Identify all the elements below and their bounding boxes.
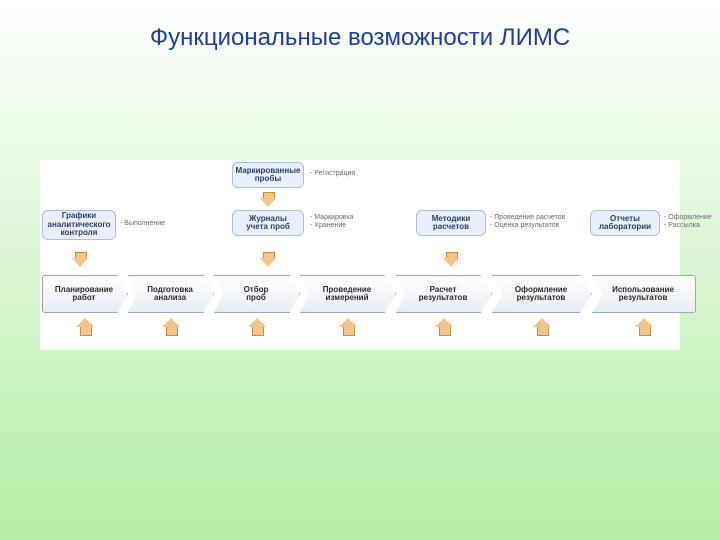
proc-use: Использованиерезультатов	[592, 275, 696, 313]
feeder-control-charts: Графикианалитическогоконтроля	[42, 210, 116, 240]
feeder-calc-methods: Методикирасчетов	[416, 210, 486, 236]
proc-use-up-arrow	[635, 318, 653, 336]
proc-planning: Планированиеработ	[42, 275, 128, 313]
proc-calc: Расчетрезультатов	[396, 275, 492, 313]
proc-prep-up-arrow	[162, 318, 180, 336]
proc-format-up-arrow	[533, 318, 551, 336]
proc-planning-up-arrow	[76, 318, 94, 336]
feeder-lab-reports: Отчетылаборатории	[590, 210, 660, 236]
feeder-marked-samples-note: - Регистрация	[310, 170, 355, 178]
page-title: Функциональные возможности ЛИМС	[0, 24, 720, 52]
flowchart: Маркированныепробы - Регистрация Графикиан…	[40, 160, 680, 350]
feeder-sample-logs: Журналыучета проб	[232, 210, 304, 236]
proc-sampling-up-arrow	[248, 318, 266, 336]
feeder-sample-logs-note: - Маркировка - Хранение	[310, 214, 354, 230]
feeder-lab-reports-note: - Оформление - Рассылка	[664, 214, 712, 230]
feeder-calc-methods-note: - Проведение расчетов - Оценка результат…	[490, 214, 565, 230]
proc-measure-up-arrow	[339, 318, 357, 336]
feeder-marked-samples: Маркированныепробы	[232, 162, 304, 188]
proc-prep: Подготовкаанализа	[128, 275, 214, 313]
proc-format: Оформлениерезультатов	[492, 275, 592, 313]
proc-sampling: Отборпроб	[214, 275, 300, 313]
feeder-control-charts-note: - Выполнение	[120, 220, 165, 228]
diagram-container: Маркированныепробы - Регистрация Графикиан…	[40, 160, 680, 350]
proc-measure: Проведениеизмерений	[300, 275, 396, 313]
proc-calc-up-arrow	[435, 318, 453, 336]
